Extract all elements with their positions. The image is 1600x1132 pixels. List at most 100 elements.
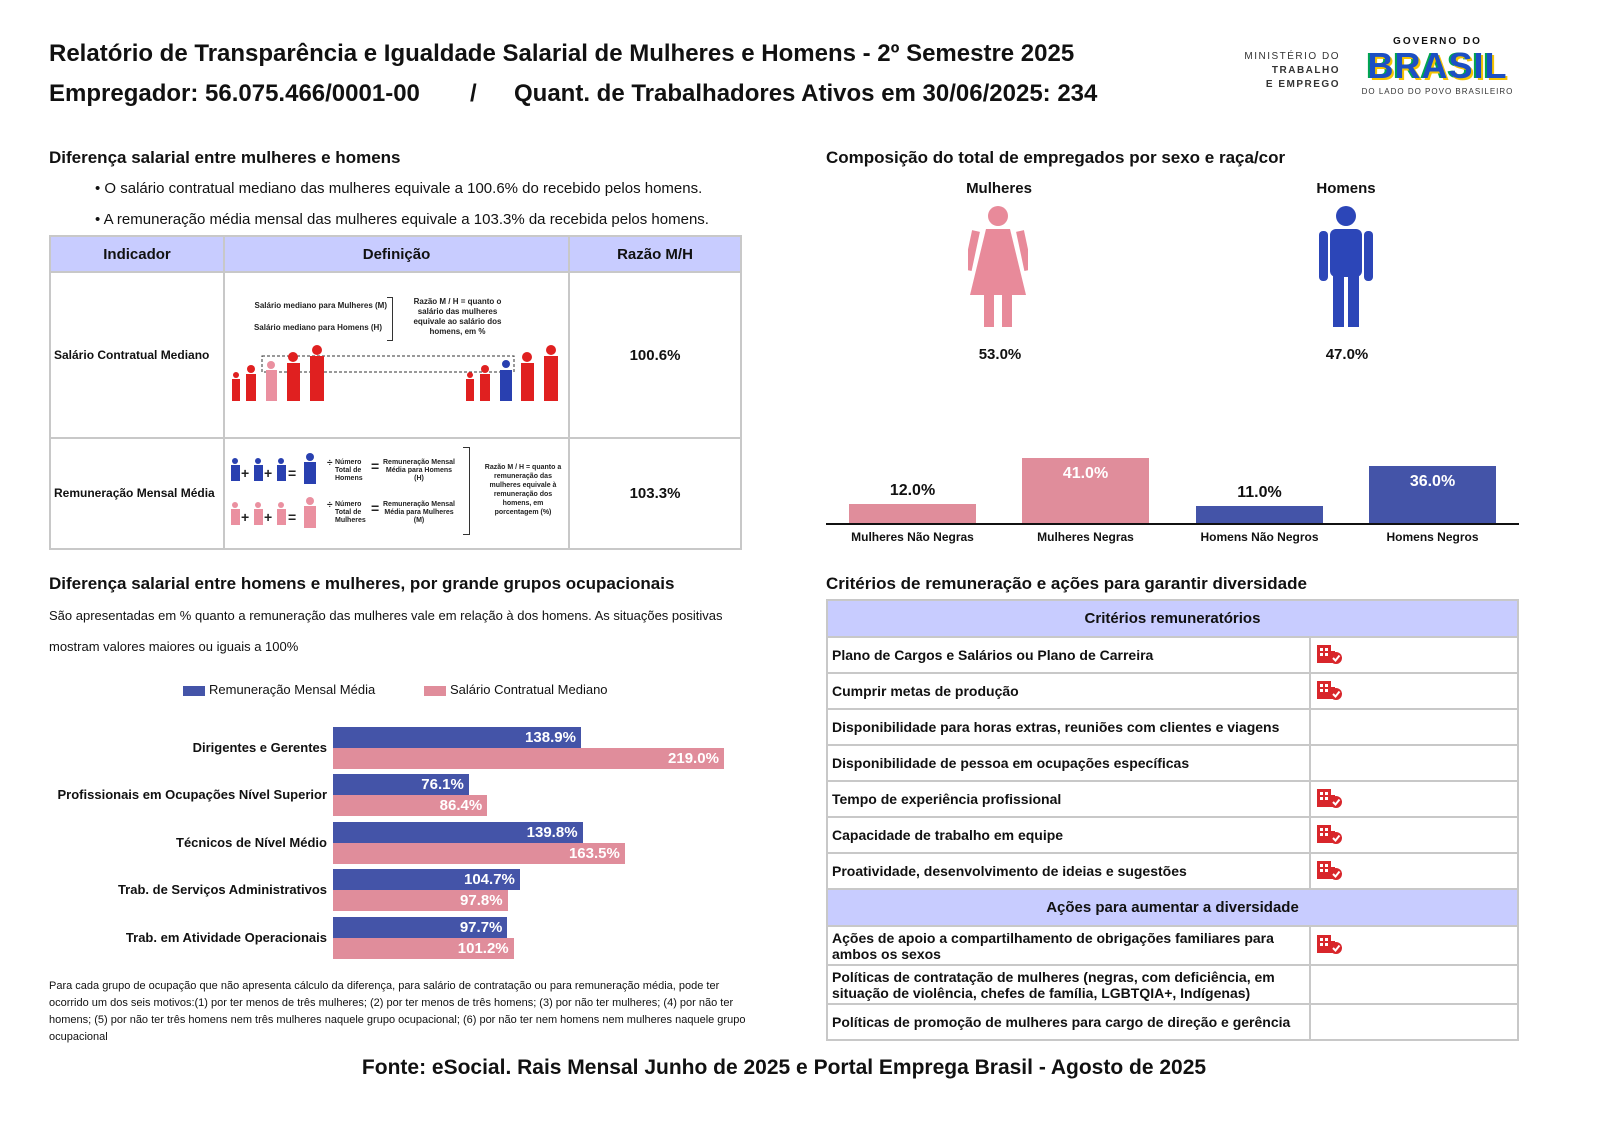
- salary-diff-title: Diferença salarial entre mulheres e home…: [49, 148, 401, 167]
- col-definition: Definição: [223, 235, 570, 273]
- man-icon: [1319, 206, 1373, 327]
- bar-salario: 219.0%: [333, 748, 724, 769]
- ministry-line: E EMPREGO: [1265, 79, 1340, 90]
- men-percent: 47.0%: [1325, 346, 1369, 363]
- def-m: Salário mediano para Mulheres (M): [254, 301, 387, 310]
- definition-average: + + = + + = ÷ Número Total de Homens = Remune…: [223, 437, 570, 550]
- criteria-status: [1309, 636, 1519, 674]
- company-check-icon: [1317, 788, 1342, 808]
- composition-title: Composição do total de empregados por se…: [826, 148, 1286, 167]
- criteria-status: [1309, 852, 1519, 890]
- woman-icon: [968, 206, 1028, 327]
- chart-baseline: [826, 523, 1519, 525]
- separator: /: [470, 80, 477, 107]
- bar-remuneracao: 138.9%: [333, 727, 581, 748]
- bar-remuneracao: 97.7%: [333, 917, 508, 938]
- col-indicator: Indicador: [49, 235, 225, 273]
- bar-salario: 86.4%: [333, 795, 488, 816]
- def-num-h: Número Total de Homens: [335, 459, 363, 482]
- company-check-icon: [1317, 935, 1342, 954]
- ministry-line: TRABALHO: [1271, 65, 1340, 76]
- criteria-row: Ações de apoio a compartilhamento de obr…: [826, 925, 1519, 966]
- occupation-chart-subtitle: São apresentadas em % quanto a remuneraç…: [49, 608, 723, 623]
- category-label: Mulheres Não Negras: [851, 530, 974, 544]
- bar-value-label: 12.0%: [889, 482, 936, 500]
- brace: [387, 297, 393, 341]
- report-title: Relatório de Transparência e Igualdade S…: [49, 40, 1075, 67]
- criteria-label: Políticas de contratação de mulheres (ne…: [826, 964, 1311, 1005]
- def-h: Salário mediano para Homens (H): [253, 323, 382, 332]
- bar-3: [1369, 466, 1496, 523]
- def-res-h: Remuneração Mensal Média para Homens (H): [383, 459, 455, 482]
- gov-top: GOVERNO DO: [1393, 36, 1482, 47]
- criteria-row: Tempo de experiência profissional: [826, 780, 1519, 818]
- criteria-status: [1309, 1003, 1519, 1041]
- category-label: Homens Negros: [1386, 530, 1479, 544]
- criteria-status: [1309, 780, 1519, 818]
- bar-salario: 97.8%: [333, 890, 508, 911]
- bar-salario: 101.2%: [333, 938, 514, 959]
- people-sum-illustration: + + = + + =: [231, 453, 316, 528]
- def-note: Razão M / H = quanto a remuneração das m…: [484, 464, 562, 516]
- company-check-icon: [1317, 644, 1342, 664]
- criteria-title: Critérios de remuneração e ações para ga…: [826, 574, 1307, 593]
- criteria-label: Plano de Cargos e Salários ou Plano de C…: [826, 636, 1311, 674]
- criteria-label: Ações de apoio a compartilhamento de obr…: [826, 925, 1311, 966]
- criteria-status: [1309, 964, 1519, 1005]
- legend-swatch: [424, 685, 446, 696]
- category-label: Profissionais em Ocupações Nível Superio…: [57, 787, 327, 802]
- men-label: Homens: [1316, 180, 1376, 197]
- category-label: Técnicos de Nível Médio: [176, 835, 327, 850]
- brasil-word: BRASIL: [1367, 45, 1508, 86]
- criteria-status: [1309, 672, 1519, 710]
- category-label: Mulheres Negras: [1037, 530, 1134, 544]
- criteria-row: Cumprir metas de produção: [826, 672, 1519, 710]
- criteria-label: Capacidade de trabalho em equipe: [826, 816, 1311, 854]
- bar-1: [1022, 458, 1149, 523]
- criteria-label: Políticas de promoção de mulheres para c…: [826, 1003, 1311, 1041]
- bar-salario: 163.5%: [333, 843, 625, 864]
- criteria-label: Disponibilidade para horas extras, reuni…: [826, 708, 1311, 746]
- bar-remuneracao: 104.7%: [333, 869, 520, 890]
- criteria-row: Disponibilidade para horas extras, reuni…: [826, 708, 1519, 746]
- bar-0: [849, 504, 976, 523]
- occupation-chart-title: Diferença salarial entre homens e mulher…: [49, 574, 675, 593]
- criteria-row: Capacidade de trabalho em equipe: [826, 816, 1519, 854]
- footnote: Para cada grupo de ocupação que não apre…: [49, 980, 746, 1043]
- legend-item-salario: Salário Contratual Mediano: [424, 682, 608, 697]
- brace: [463, 447, 470, 535]
- svg-text:=: =: [288, 509, 296, 525]
- category-label: Dirigentes e Gerentes: [192, 740, 327, 755]
- actions-header: Ações para aumentar a diversidade: [826, 888, 1519, 927]
- criteria-table: Critérios remuneratórios Plano de Cargos…: [826, 599, 1519, 1041]
- company-check-icon: [1317, 860, 1342, 880]
- def-note: Razão M / H = quanto o salário das mulhe…: [413, 297, 502, 336]
- criteria-status: [1309, 708, 1519, 746]
- table-row: Salário Contratual Mediano Salário media…: [49, 271, 742, 439]
- indicator-table: Indicador Definição Razão M/H Salário Co…: [49, 235, 742, 550]
- svg-text:+: +: [241, 509, 249, 525]
- ministry-logo: MINISTÉRIO DO TRABALHO E EMPREGO: [1230, 50, 1340, 92]
- table-row: Remuneração Mensal Média + + = + + = ÷ Número…: [49, 437, 742, 550]
- criteria-header: Critérios remuneratórios: [826, 599, 1519, 638]
- svg-text:+: +: [264, 465, 272, 481]
- indicator-name: Salário Contratual Mediano: [49, 271, 225, 439]
- people-illustration: [232, 345, 558, 401]
- category-label: Trab. em Atividade Operacionais: [125, 930, 327, 945]
- ministry-line: MINISTÉRIO DO: [1244, 51, 1340, 62]
- gov-brasil-logo: GOVERNO DO BRASIL DO LADO DO POVO BRASIL…: [1360, 36, 1515, 96]
- criteria-row: Disponibilidade de pessoa em ocupações e…: [826, 744, 1519, 782]
- category-label: Homens Não Negros: [1200, 530, 1319, 544]
- active-workers: Quant. de Trabalhadores Ativos em 30/06/…: [514, 80, 1098, 107]
- def-res-m: Remuneração Mensal Média para Mulheres (…: [383, 501, 455, 524]
- definition-median: Salário mediano para Mulheres (M) Salári…: [223, 271, 570, 439]
- indicator-name: Remuneração Mensal Média: [49, 437, 225, 550]
- source: Fonte: eSocial. Rais Mensal Junho de 202…: [361, 1056, 1207, 1079]
- criteria-row: Proatividade, desenvolvimento de ideias …: [826, 852, 1519, 890]
- legend-swatch: [183, 685, 205, 696]
- def-num-m: Número Total de Mulheres: [335, 501, 366, 524]
- bullet-median: • O salário contratual mediano das mulhe…: [95, 180, 703, 197]
- criteria-row: Políticas de contratação de mulheres (ne…: [826, 964, 1519, 1005]
- criteria-status: [1309, 744, 1519, 782]
- bar-remuneracao: 139.8%: [333, 822, 583, 843]
